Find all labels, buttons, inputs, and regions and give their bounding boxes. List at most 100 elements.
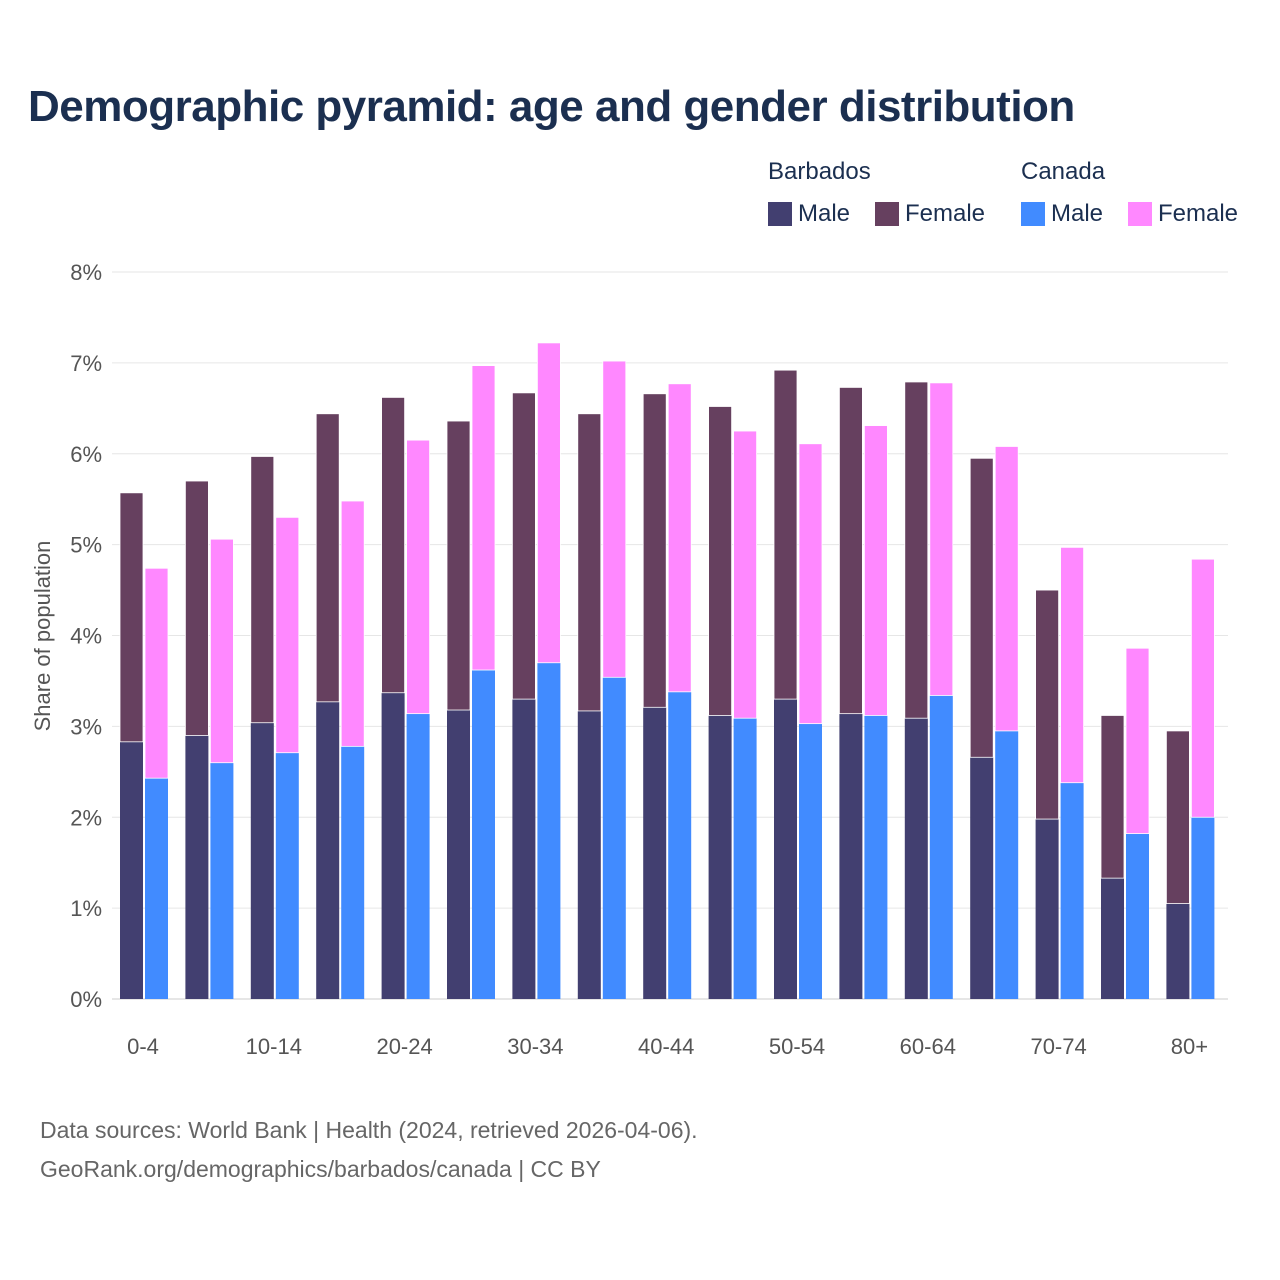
chart-title: Demographic pyramid: age and gender dist… (28, 82, 1075, 131)
bar-canada-male (472, 670, 495, 999)
bar-canada-female (275, 516, 300, 754)
bar-barbados-female (904, 381, 929, 719)
bar-barbados-male (512, 699, 536, 999)
bar-barbados-male (708, 715, 732, 999)
legend-label: Female (905, 200, 986, 227)
x-tick-label: 20-24 (376, 1034, 432, 1059)
legend-swatch (1021, 202, 1045, 226)
bar-barbados-female (1035, 589, 1059, 820)
bar-canada-female (929, 382, 954, 696)
bar-barbados-male (185, 735, 209, 999)
bar-canada-male (537, 662, 561, 999)
bar-canada-female (864, 425, 888, 716)
source-link[interactable]: GeoRank.org/demographics/barbados/canada… (40, 1156, 601, 1182)
bar-canada-male (275, 752, 299, 999)
bar-canada-female (1125, 647, 1150, 835)
bar-barbados-male (1035, 819, 1059, 999)
x-tick-label: 30-34 (507, 1034, 563, 1059)
x-tick-label: 50-54 (769, 1034, 825, 1059)
bar-canada-male (733, 718, 757, 999)
bar-barbados-female (1166, 730, 1190, 904)
bar-barbados-female (512, 392, 536, 700)
bar-barbados-female (184, 480, 209, 736)
bar-barbados-male (970, 757, 994, 999)
bar-canada-female (340, 500, 365, 747)
legend-swatch (768, 202, 792, 226)
y-tick-label: 8% (70, 260, 102, 285)
legend-group-barbados: Barbados (768, 158, 871, 185)
bar-barbados-male (643, 707, 667, 999)
bar-barbados-female (708, 406, 732, 716)
bar-canada-male (602, 677, 626, 999)
x-tick-label: 70-74 (1030, 1034, 1086, 1059)
y-tick-label: 2% (70, 805, 102, 830)
bar-canada-male (341, 746, 365, 999)
bar-barbados-male (577, 710, 601, 999)
y-tick-label: 1% (70, 896, 102, 921)
bar-canada-female (798, 443, 823, 725)
legend-canada-male[interactable]: Male (1021, 200, 1103, 228)
legend-group-canada: Canada (1021, 158, 1106, 185)
legend-label: Female (1158, 200, 1239, 227)
y-tick-label: 0% (70, 987, 102, 1012)
bar-barbados-female (642, 393, 667, 708)
bar-canada-male (1060, 782, 1084, 999)
legend-swatch (1128, 202, 1152, 226)
bar-canada-female (1191, 558, 1215, 818)
bar-barbados-female (381, 397, 406, 694)
bar-barbados-male (904, 718, 928, 999)
bar-barbados-female (969, 457, 994, 758)
bar-barbados-female (250, 456, 275, 724)
legend-label: Male (1051, 200, 1104, 227)
bar-barbados-male (1166, 903, 1190, 999)
bar-canada-male (1126, 833, 1149, 999)
y-tick-label: 6% (70, 442, 102, 467)
y-tick-label: 5% (70, 533, 102, 558)
bar-barbados-male (447, 710, 470, 999)
bar-canada-male (210, 762, 234, 999)
bar-barbados-female (839, 387, 863, 715)
bar-barbados-female (1100, 715, 1125, 879)
x-tick-label: 80+ (1171, 1034, 1208, 1059)
bar-barbados-male (250, 722, 274, 999)
bar-barbados-male (316, 701, 340, 999)
y-tick-label: 3% (70, 714, 102, 739)
bar-canada-female (602, 360, 627, 678)
bar-canada-female (144, 567, 169, 779)
bar-barbados-female (446, 420, 471, 711)
bar-canada-female (209, 538, 234, 764)
legend-canada-female[interactable]: Female (1128, 200, 1238, 228)
bar-barbados-female (773, 369, 798, 700)
bar-canada-male (864, 715, 888, 999)
bar-canada-male (1191, 817, 1215, 999)
legend-label: Male (798, 200, 851, 227)
bar-barbados-male (839, 713, 863, 999)
bar-canada-male (668, 691, 692, 999)
bar-canada-male (145, 778, 168, 999)
bar-canada-female (537, 342, 561, 664)
x-tick-label: 40-44 (638, 1034, 694, 1059)
bar-canada-female (994, 446, 1019, 732)
bar-barbados-female (119, 492, 144, 743)
bar-barbados-male (381, 692, 405, 999)
bar-barbados-male (774, 699, 797, 999)
legend-barbados-female[interactable]: Female (875, 200, 985, 228)
bar-barbados-female (315, 413, 340, 703)
bar-barbados-male (1101, 878, 1124, 999)
bar-canada-male (995, 730, 1019, 999)
x-tick-label: 60-64 (900, 1034, 956, 1059)
bar-canada-male (799, 723, 822, 999)
legend-swatch (875, 202, 899, 226)
bar-canada-male (929, 695, 953, 999)
y-tick-label: 4% (70, 624, 102, 649)
legend-barbados-male[interactable]: Male (768, 200, 850, 228)
bar-canada-female (406, 439, 431, 715)
y-axis-label: Share of population (30, 541, 55, 732)
bar-canada-female (471, 365, 496, 671)
bar-barbados-male (120, 741, 143, 999)
y-tick-label: 7% (70, 351, 102, 376)
bar-canada-female (667, 383, 692, 693)
source-note: Data sources: World Bank | Health (2024,… (40, 1117, 698, 1143)
bar-canada-female (1060, 546, 1084, 784)
